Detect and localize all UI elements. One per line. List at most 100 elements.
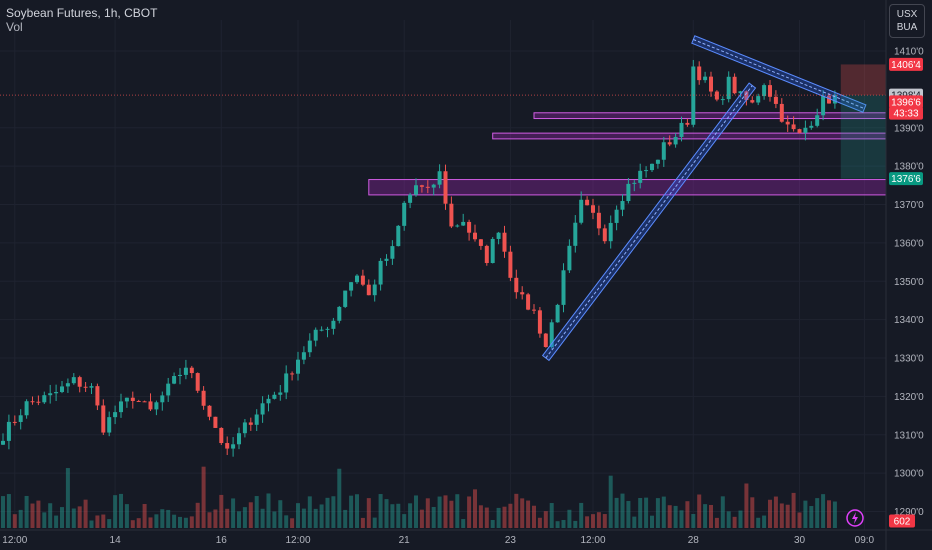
volume-bar — [608, 475, 613, 528]
trendline-center — [693, 39, 865, 110]
candle-body — [514, 277, 519, 293]
candle-body — [355, 275, 359, 283]
candle-body — [726, 76, 731, 100]
candle-body — [661, 142, 666, 160]
trendline-center — [545, 85, 753, 359]
candle-body — [425, 186, 430, 188]
volume-bar — [130, 520, 135, 528]
candle-body — [602, 228, 607, 242]
volume-bar — [390, 504, 395, 528]
candle-body — [319, 329, 324, 331]
volume-bar — [709, 504, 713, 528]
candle-body — [520, 292, 525, 295]
candle-body — [703, 76, 708, 81]
volume-bar — [71, 508, 76, 528]
volume-bar — [638, 497, 643, 528]
volume-bar — [425, 498, 430, 528]
candle-body — [325, 328, 330, 330]
candle-body — [549, 322, 554, 348]
volume-bar — [166, 509, 171, 528]
volume-bar — [496, 507, 501, 528]
candle-body — [136, 401, 141, 403]
volume-bar — [313, 508, 318, 528]
volume-bar — [762, 515, 767, 528]
volume-bars — [1, 466, 837, 528]
x-tick-label: 23 — [505, 535, 517, 546]
candle-body — [107, 417, 112, 433]
volume-bar — [791, 492, 796, 528]
candle-body — [614, 209, 619, 223]
volume-bar — [484, 507, 489, 528]
volume-bar — [543, 511, 548, 528]
y-tick-label: 1350'0 — [894, 277, 924, 288]
candle-body — [561, 270, 566, 305]
volume-bar — [532, 505, 536, 528]
volume-bar — [266, 493, 271, 528]
volume-bar — [768, 499, 772, 528]
candle-body — [24, 401, 29, 416]
candle-body — [89, 386, 94, 388]
y-tick-label: 1360'0 — [894, 238, 924, 249]
x-tick-label: 28 — [688, 535, 700, 546]
volume-bar — [644, 497, 649, 528]
volume-bar — [213, 509, 218, 528]
volume-bar — [183, 517, 188, 528]
candle-body — [372, 284, 377, 296]
volume-bar — [526, 500, 531, 528]
volume-bar — [384, 499, 389, 528]
candle-body — [573, 222, 578, 246]
candle-body — [18, 415, 23, 422]
volume-bar — [248, 502, 253, 528]
x-tick-label: 16 — [216, 535, 228, 546]
candle-body — [567, 245, 572, 271]
volume-bar — [42, 512, 47, 528]
price-tag: 1396'6 — [891, 97, 921, 108]
candle-body — [443, 171, 448, 204]
candle-body — [473, 232, 477, 240]
volume-bar — [809, 506, 814, 528]
candle-body — [219, 427, 224, 444]
chart-legend: Soybean Futures, 1h, CBOT Vol — [6, 6, 157, 34]
volume-bar — [815, 498, 820, 528]
volume-bar — [172, 514, 177, 528]
y-tick-label: 1370'0 — [894, 200, 924, 211]
lightning-alert-icon[interactable] — [846, 509, 864, 527]
volume-bar — [508, 503, 513, 528]
currency-unit-button[interactable]: USX BUA — [889, 4, 925, 38]
volume-bar — [408, 503, 413, 528]
candle-body — [384, 258, 389, 261]
volume-bar — [549, 503, 554, 528]
candle-body — [644, 170, 649, 172]
price-tag: 1376'6 — [891, 174, 921, 185]
candle-body — [508, 251, 513, 278]
candle-body — [296, 359, 300, 374]
candle-body — [124, 397, 129, 402]
volume-bar — [650, 515, 654, 528]
volume-bar — [779, 503, 784, 528]
volume-bar — [461, 519, 466, 528]
candle-body — [148, 401, 153, 410]
candle-body — [301, 352, 306, 360]
x-tick-label: 12:00 — [2, 535, 27, 546]
volume-bar — [632, 516, 637, 528]
volume-bar — [290, 518, 295, 528]
chart-grid — [0, 20, 886, 530]
candle-body — [360, 275, 365, 285]
candle-body — [720, 99, 725, 101]
volume-bar — [502, 506, 507, 528]
volume-bar — [142, 504, 147, 528]
candle-body — [12, 421, 17, 423]
y-tick-label: 1410'0 — [894, 47, 924, 58]
candle-body — [242, 422, 247, 434]
volume-bar — [207, 512, 212, 528]
x-tick-label: 12:00 — [580, 535, 605, 546]
candle-body — [585, 199, 590, 206]
volume-bar — [703, 504, 708, 528]
volume-bar — [307, 496, 312, 528]
volume-bar — [296, 503, 300, 528]
candle-body — [266, 398, 271, 404]
candle-body — [732, 76, 737, 94]
candle-body — [461, 221, 466, 226]
